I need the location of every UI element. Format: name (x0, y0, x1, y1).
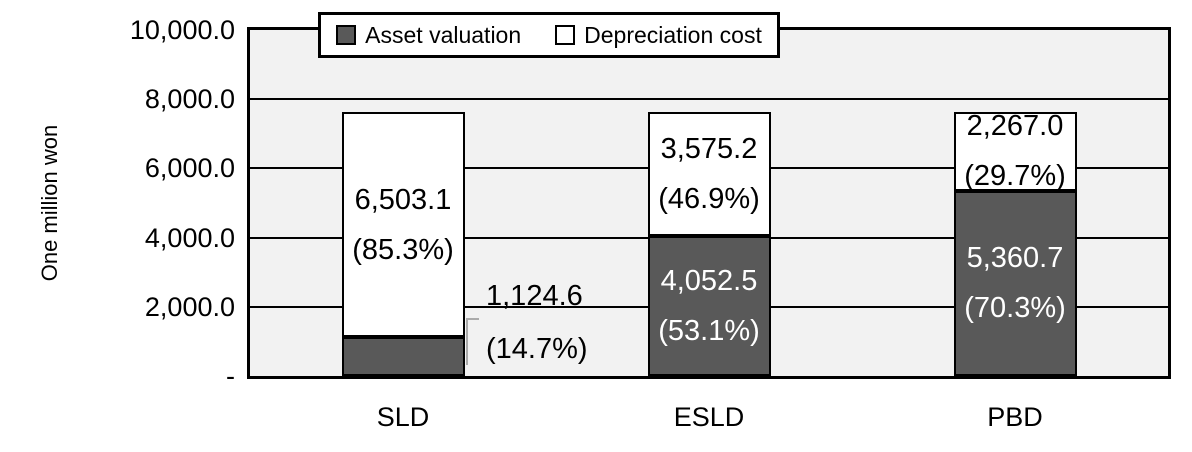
bar-label-value: 1,124.6 (486, 280, 583, 312)
bar-esld: 3,575.2 (46.9%) 4,052.5 (53.1%) (647, 112, 771, 376)
legend-item-depreciation-cost: Depreciation cost (555, 22, 762, 49)
bar-segment-pbd-depreciation-cost: 2,267.0 (29.7%) (953, 110, 1077, 192)
gridline-8000 (250, 98, 1168, 101)
bar-segment-pbd-asset-valuation: 5,360.7 (70.3%) (953, 190, 1077, 376)
legend-label-asset-valuation: Asset valuation (365, 21, 522, 48)
bar-label-percent: (85.3%) (352, 233, 454, 266)
bar-label-percent: (46.9%) (658, 182, 760, 215)
bar-label-outside: 1,124.6 (14.7%) (486, 270, 588, 376)
y-tick-label: 8,000.0 (144, 84, 235, 115)
bar-sld: 6,503.1 (85.3%) (341, 112, 465, 376)
legend-item-asset-valuation: Asset valuation (336, 22, 521, 49)
bar-label-percent: (70.3%) (964, 292, 1066, 325)
bar-pbd: 2,267.0 (29.7%) 5,360.7 (70.3%) (953, 110, 1077, 376)
legend-swatch-depreciation-cost (555, 25, 576, 45)
bar-segment-esld-asset-valuation: 4,052.5 (53.1%) (647, 235, 771, 376)
bar-label-value: 5,360.7 (966, 242, 1064, 275)
y-tick-label: 2,000.0 (144, 291, 235, 322)
bar-label: 4,052.5 (53.1%) (650, 256, 769, 356)
bar-label: 2,267.0 (29.7%) (956, 101, 1075, 201)
bar-segment-sld-depreciation-cost: 6,503.1 (85.3%) (341, 112, 465, 338)
bar-label: 6,503.1 (85.3%) (344, 175, 463, 275)
bar-label-value: 3,575.2 (660, 132, 758, 165)
bar-label-percent: (29.7%) (964, 160, 1066, 193)
y-tick-label: - (226, 361, 235, 391)
plot-area: 6,503.1 (85.3%) 3,575.2 (46.9%) 4,052.5 (53.1… (247, 27, 1171, 379)
x-axis-label-pbd: PBD (987, 402, 1043, 432)
bar-label-value: 2,267.0 (966, 110, 1064, 143)
bar-label: 5,360.7 (70.3%) (956, 233, 1075, 333)
bar-label-percent: (14.7%) (486, 333, 588, 365)
legend: Asset valuation Depreciation cost (318, 12, 780, 58)
bar-label-value: 4,052.5 (660, 264, 758, 297)
leader-line (466, 318, 479, 365)
bar-label: 3,575.2 (46.9%) (650, 124, 769, 224)
y-tick-label: 10,000.0 (129, 15, 235, 45)
bar-segment-sld-asset-valuation (341, 337, 465, 376)
y-tick-label: 6,000.0 (144, 153, 235, 184)
y-tick-label: 4,000.0 (144, 222, 235, 253)
legend-swatch-asset-valuation (336, 25, 357, 45)
bar-segment-esld-depreciation-cost: 3,575.2 (46.9%) (647, 112, 771, 236)
bar-label-percent: (53.1%) (658, 314, 760, 347)
x-axis-label-esld: ESLD (673, 402, 745, 432)
legend-label-depreciation-cost: Depreciation cost (584, 21, 762, 48)
bar-label-value: 6,503.1 (354, 183, 452, 216)
x-axis-label-sld: SLD (376, 402, 430, 432)
